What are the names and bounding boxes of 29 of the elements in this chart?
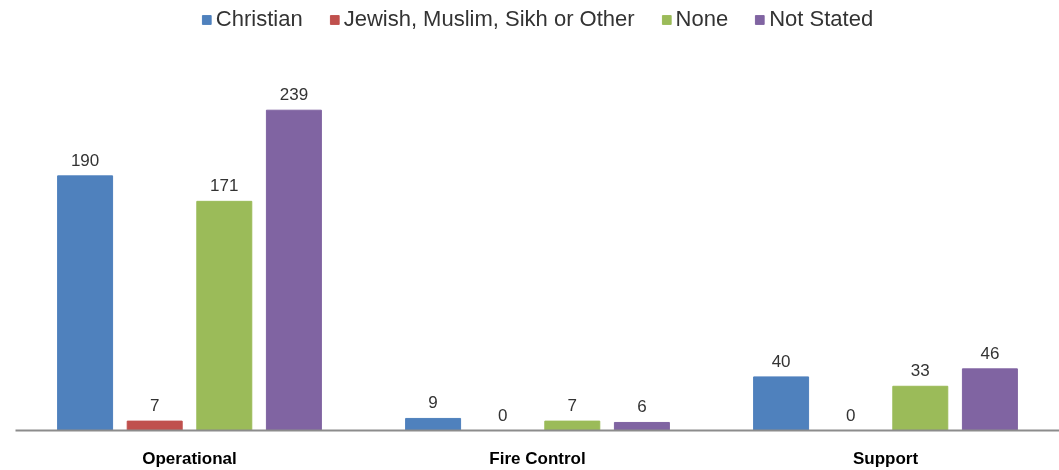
bar xyxy=(196,200,253,431)
bar xyxy=(544,420,601,431)
data-label: 190 xyxy=(70,150,100,170)
bar xyxy=(126,420,183,431)
bar xyxy=(753,376,810,431)
data-label: 0 xyxy=(497,405,508,425)
bar xyxy=(265,109,322,431)
x-tick-label: Fire Control xyxy=(489,448,586,468)
bar xyxy=(961,368,1018,431)
data-label: 239 xyxy=(279,85,309,105)
data-label: 171 xyxy=(210,176,239,196)
legend-label: None xyxy=(675,6,729,32)
bar xyxy=(613,421,670,431)
data-label: 40 xyxy=(771,351,791,371)
bar xyxy=(892,385,949,431)
bar xyxy=(405,417,462,431)
data-label: 6 xyxy=(637,397,647,417)
x-tick-label: Operational xyxy=(142,448,237,468)
data-label: 7 xyxy=(567,396,578,416)
bar xyxy=(57,175,114,431)
data-label: 0 xyxy=(845,405,856,425)
legend-label: Jewish, Muslim, Sikh or Other xyxy=(343,6,635,32)
data-label: 7 xyxy=(149,396,160,416)
legend-label: Not Stated xyxy=(769,6,874,32)
x-tick-label: Support xyxy=(852,448,919,468)
legend-label: Christian xyxy=(215,6,303,32)
data-label: 33 xyxy=(910,361,930,381)
data-label: 46 xyxy=(980,343,1000,363)
data-label: 9 xyxy=(428,393,438,413)
